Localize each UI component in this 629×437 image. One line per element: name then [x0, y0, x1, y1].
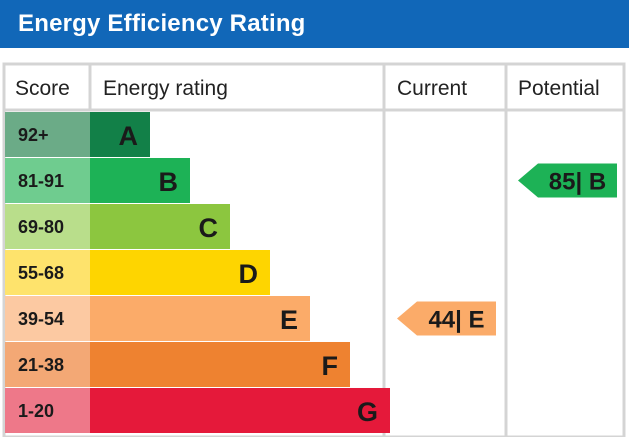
rating-letter-g: G [357, 397, 378, 427]
rating-bar-g [90, 388, 390, 433]
header-current: Current [397, 77, 467, 100]
score-cell-b [5, 158, 90, 203]
table-border [2, 62, 626, 437]
current-rating-label: 44| E [428, 307, 484, 334]
score-cell-c [5, 204, 90, 249]
score-cell-f [5, 342, 90, 387]
score-label-b: 81-91 [18, 171, 64, 191]
score-label-a: 92+ [18, 125, 49, 145]
potential-rating-arrow [518, 163, 617, 198]
markers-layer: 44| E 85| B [397, 163, 617, 336]
header-energy-rating: Energy rating [103, 77, 228, 100]
rating-letter-a: A [119, 121, 139, 151]
potential-rating-label: 85| B [549, 169, 606, 196]
score-label-c: 69-80 [18, 217, 64, 237]
rating-letter-b: B [159, 167, 179, 197]
score-label-e: 39-54 [18, 309, 64, 329]
score-cell-g [5, 388, 90, 433]
rating-bar-a [90, 112, 150, 157]
rating-letter-e: E [280, 305, 298, 335]
score-cell-e [5, 296, 90, 341]
rating-bar-b [90, 158, 190, 203]
bands-layer: 92+ A 81-91 B 69-80 C 55-68 D 39-54 E 21-38 F 1-20 G [5, 112, 390, 433]
header-score: Score [15, 77, 70, 100]
rating-bar-f [90, 342, 350, 387]
rating-letter-d: D [239, 259, 259, 289]
rating-letter-c: C [199, 213, 219, 243]
rating-bar-c [90, 204, 230, 249]
chart-title: Energy Efficiency Rating [0, 0, 629, 48]
header-potential: Potential [518, 77, 600, 100]
score-label-f: 21-38 [18, 355, 64, 375]
score-cell-a [5, 112, 90, 157]
rating-bar-d [90, 250, 270, 295]
current-rating-arrow [397, 301, 496, 336]
rating-letter-f: F [322, 351, 339, 381]
score-cell-d [5, 250, 90, 295]
rating-bar-e [90, 296, 310, 341]
score-label-d: 55-68 [18, 263, 64, 283]
score-label-g: 1-20 [18, 401, 54, 421]
